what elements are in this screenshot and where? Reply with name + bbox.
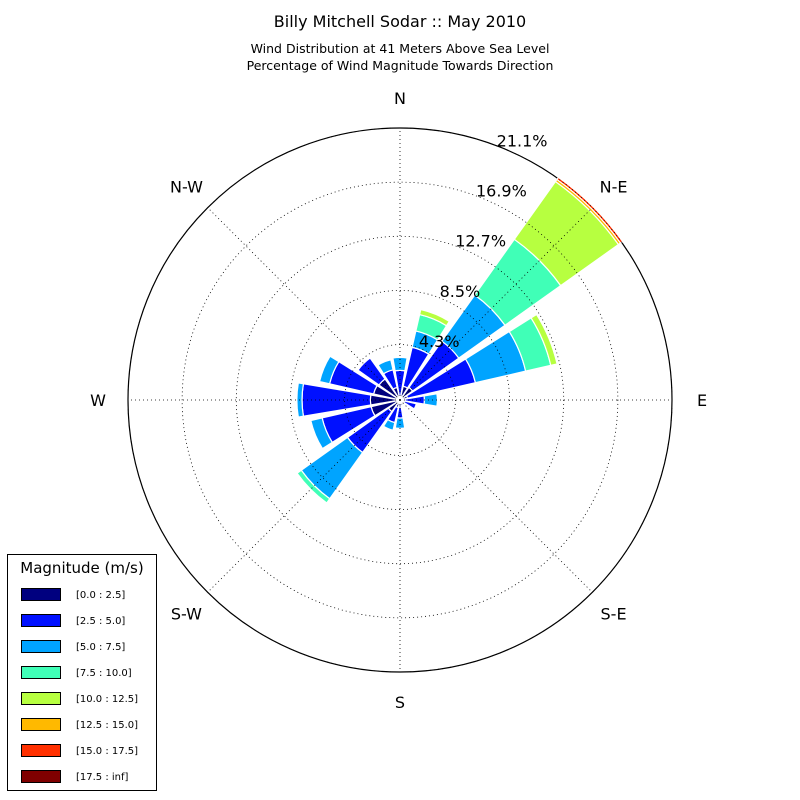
legend-item: [12.5 : 15.0] <box>21 718 151 734</box>
direction-label: E <box>697 391 707 410</box>
legend-swatch <box>21 666 61 679</box>
legend-swatch <box>21 640 61 653</box>
direction-spoke <box>207 399 401 593</box>
direction-label: S-W <box>171 605 202 624</box>
legend-label: [5.0 : 7.5] <box>76 642 126 653</box>
legend-item: [10.0 : 12.5] <box>21 692 151 708</box>
direction-label: W <box>90 391 106 410</box>
direction-spoke <box>207 207 401 401</box>
direction-label: N <box>394 89 406 108</box>
radial-grid-circle <box>235 235 565 565</box>
legend-item: [15.0 : 17.5] <box>21 744 151 760</box>
legend-item: [5.0 : 7.5] <box>21 640 151 656</box>
legend-title: Magnitude (m/s) <box>20 559 144 577</box>
radial-tick-label: 8.5% <box>440 282 481 301</box>
radial-tick-label: 12.7% <box>455 232 506 251</box>
legend-label: [10.0 : 12.5] <box>76 694 139 705</box>
legend-label: [2.5 : 5.0] <box>76 616 126 627</box>
wind-rose-bar-segment <box>310 417 334 450</box>
legend-swatch <box>21 614 61 627</box>
wind-rose-bar-segment <box>296 469 331 504</box>
chart-title: Billy Mitchell Sodar :: May 2010 <box>273 12 527 31</box>
legend-label: [7.5 : 10.0] <box>76 668 132 679</box>
wind-rose-bar-segment <box>318 355 340 385</box>
direction-label: N-E <box>600 177 628 196</box>
legend-swatch <box>21 718 61 731</box>
wind-rose-bar-segment <box>402 400 418 410</box>
legend-item: [17.5 : inf] <box>21 770 151 786</box>
legend-label: [15.0 : 17.5] <box>76 746 139 757</box>
legend-label: [17.5 : inf] <box>76 772 129 783</box>
chart-subtitle-line-1: Wind Distribution at 41 Meters Above Sea… <box>250 41 550 56</box>
radial-grid-circle <box>181 181 619 619</box>
legend: Magnitude (m/s) [0.0 : 2.5] [2.5 : 5.0] … <box>7 554 157 791</box>
direction-label: S-E <box>601 605 627 624</box>
radial-tick-label: 4.3% <box>419 332 460 351</box>
legend-swatch <box>21 770 61 783</box>
radial-grid-circle <box>344 344 456 456</box>
direction-spoke <box>399 207 593 401</box>
wind-rose-bar-segment <box>377 359 394 375</box>
legend-swatch <box>21 744 61 757</box>
radial-tick-label: 21.1% <box>497 132 548 151</box>
wind-rose-bar-segment <box>530 313 558 367</box>
radial-tick-label: 16.9% <box>476 182 527 201</box>
wind-rose-bar-segment <box>423 393 438 407</box>
legend-item: [2.5 : 5.0] <box>21 614 151 630</box>
radial-grid-circle <box>127 127 673 673</box>
legend-swatch <box>21 588 61 601</box>
direction-label: N-W <box>170 177 203 196</box>
wind-rose-bar-segment <box>382 418 396 431</box>
direction-spoke <box>399 399 593 593</box>
chart-subtitle-line-2: Percentage of Wind Magnitude Towards Dir… <box>246 58 554 73</box>
legend-label: [0.0 : 2.5] <box>76 590 126 601</box>
wind-rose-bar-segment <box>394 417 406 429</box>
legend-swatch <box>21 692 61 705</box>
wind-rose-bar-segment <box>556 176 624 244</box>
wind-rose-bar-segment <box>296 382 305 418</box>
legend-item: [7.5 : 10.0] <box>21 666 151 682</box>
wind-rose-bar-segment <box>418 308 451 327</box>
direction-label: S <box>395 693 405 712</box>
wind-rose-bar-segment <box>392 356 408 372</box>
legend-label: [12.5 : 15.0] <box>76 720 139 731</box>
legend-item: [0.0 : 2.5] <box>21 588 151 604</box>
